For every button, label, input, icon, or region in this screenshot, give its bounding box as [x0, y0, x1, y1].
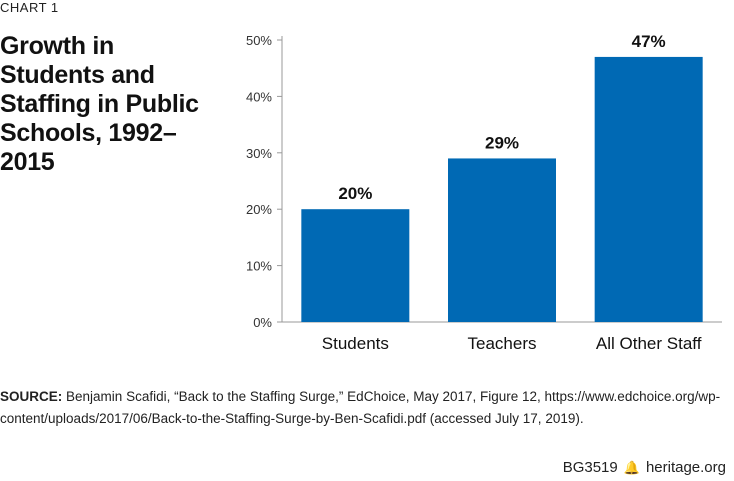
chart-number-label: CHART 1	[0, 0, 59, 15]
source-note: SOURCE: Benjamin Scafidi, “Back to the S…	[0, 386, 730, 430]
y-tick-label: 20%	[246, 202, 272, 217]
y-tick-label: 40%	[246, 89, 272, 104]
report-code: BG3519	[562, 459, 618, 476]
y-tick-label: 50%	[246, 33, 272, 48]
data-label: 29%	[485, 133, 519, 152]
data-label: 47%	[632, 32, 666, 51]
bar	[301, 209, 410, 322]
bar-chart: 0% 10% 20% 30% 40% 50% 20% Students 29% Teachers 4…	[246, 32, 722, 353]
x-tick-label: All Other Staff	[596, 334, 702, 353]
y-tick-label: 0%	[253, 315, 272, 330]
bar	[594, 56, 703, 323]
x-tick-label: Teachers	[468, 334, 537, 353]
bell-icon: 🔔	[623, 459, 640, 475]
site-name[interactable]: heritage.org	[645, 459, 726, 476]
source-text: Benjamin Scafidi, “Back to the Staffing …	[0, 389, 721, 426]
chart-title: Growth in Students and Staffing in Publi…	[0, 32, 199, 176]
bar	[448, 158, 556, 322]
footer: BG3519 🔔 heritage.org	[563, 459, 726, 476]
y-tick-label: 10%	[246, 259, 272, 274]
y-tick-label: 30%	[246, 146, 272, 161]
source-label: SOURCE:	[0, 389, 63, 404]
data-label: 20%	[338, 184, 372, 203]
x-tick-label: Students	[322, 334, 389, 353]
